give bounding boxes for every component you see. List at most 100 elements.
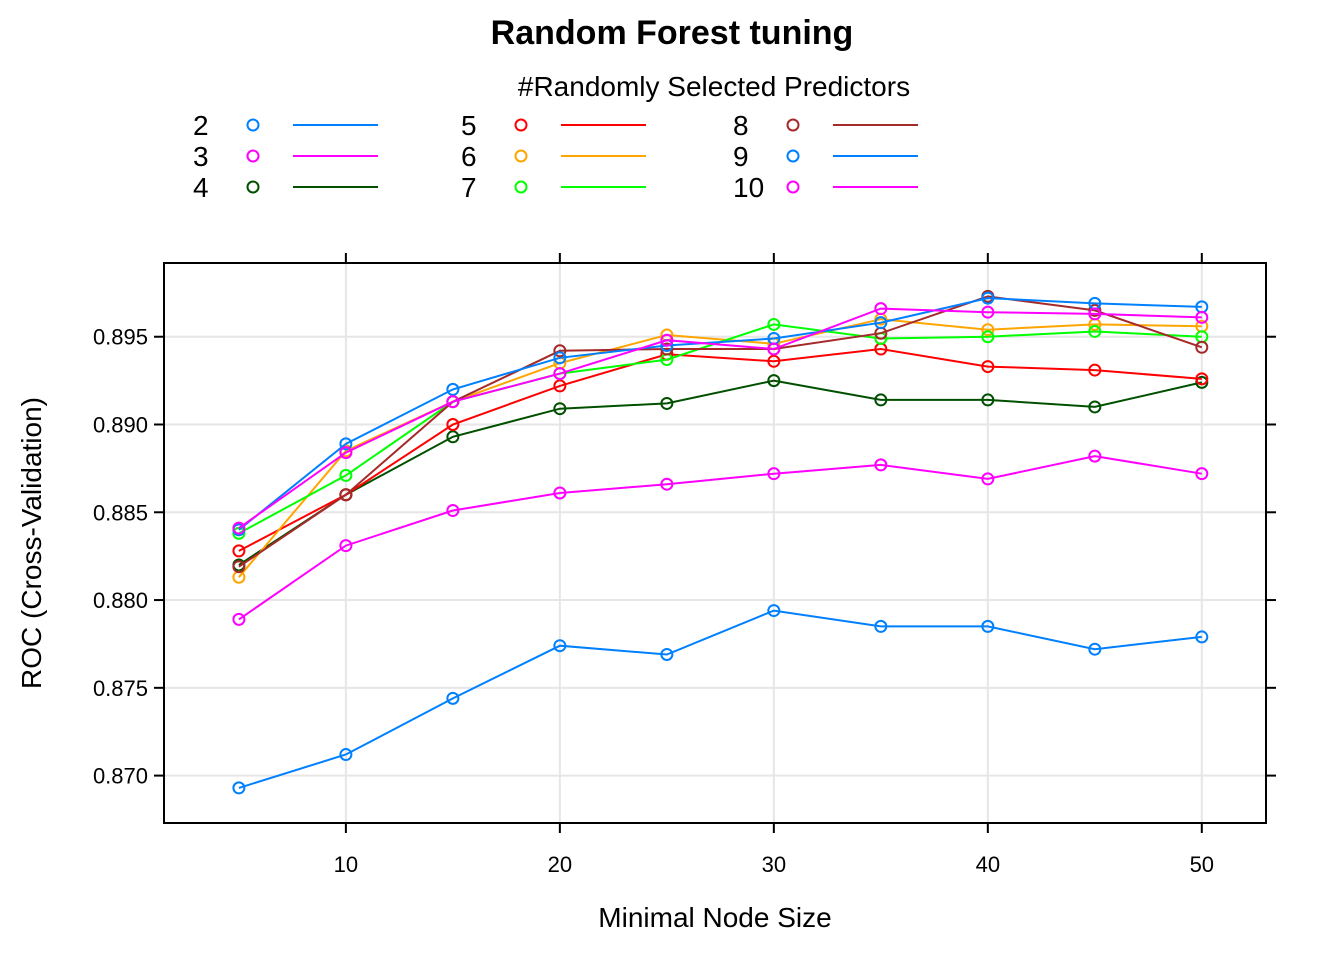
legend-point-swatch <box>246 149 260 163</box>
data-point <box>232 612 246 626</box>
series-9 <box>232 291 1209 537</box>
series-3 <box>232 449 1209 626</box>
data-point <box>874 458 888 472</box>
legend-label: 6 <box>461 141 477 172</box>
y-tick-label: 0.870 <box>93 764 148 789</box>
data-point <box>767 354 781 368</box>
data-point <box>981 472 995 486</box>
y-tick-label: 0.880 <box>93 588 148 613</box>
x-tick-label: 50 <box>1190 852 1214 877</box>
legend-title: #Randomly Selected Predictors <box>518 71 910 102</box>
data-point <box>874 619 888 633</box>
legend-item-8: 8 <box>733 110 918 141</box>
data-point <box>339 488 353 502</box>
data-point <box>1088 449 1102 463</box>
series-line <box>238 295 1203 568</box>
legend-label: 3 <box>193 141 209 172</box>
data-point <box>1088 307 1102 321</box>
legend-point-swatch <box>786 149 800 163</box>
data-point <box>339 446 353 460</box>
data-point <box>232 781 246 795</box>
data-point <box>1088 400 1102 414</box>
data-point <box>1195 630 1209 644</box>
data-point <box>981 330 995 344</box>
y-tick-label: 0.875 <box>93 676 148 701</box>
data-point <box>1195 310 1209 324</box>
data-point <box>553 351 567 365</box>
data-point <box>981 393 995 407</box>
plot-frame <box>163 262 1267 824</box>
legend-label: 7 <box>461 172 477 203</box>
data-point <box>553 486 567 500</box>
data-point <box>1195 467 1209 481</box>
legend-point-swatch <box>246 118 260 132</box>
x-tick-label: 20 <box>548 852 572 877</box>
data-point <box>1088 642 1102 656</box>
data-point <box>553 367 567 381</box>
data-point <box>446 430 460 444</box>
y-tick-label: 0.895 <box>93 325 148 350</box>
y-tick-label: 0.890 <box>93 413 148 438</box>
data-point <box>339 468 353 482</box>
data-point <box>981 291 995 305</box>
data-point <box>553 344 567 358</box>
legend-label: 4 <box>193 172 209 203</box>
data-point <box>232 560 246 574</box>
series-10 <box>232 302 1209 535</box>
series-line <box>238 297 1202 531</box>
data-point <box>1195 340 1209 354</box>
data-point <box>660 342 674 356</box>
data-point <box>660 396 674 410</box>
data-point <box>553 639 567 653</box>
legend-point-swatch <box>514 149 528 163</box>
series-line <box>238 379 1203 566</box>
series-2 <box>232 604 1209 795</box>
y-tick-label: 0.885 <box>93 500 148 525</box>
data-point <box>767 604 781 618</box>
series-line <box>238 323 1202 535</box>
series-line <box>238 609 1202 789</box>
x-axis-label: Minimal Node Size <box>598 902 831 933</box>
data-point <box>446 504 460 518</box>
data-point <box>446 418 460 432</box>
legend-label: 10 <box>733 172 764 203</box>
data-point <box>232 544 246 558</box>
legend-item-7: 7 <box>461 172 646 203</box>
data-point <box>874 316 888 330</box>
axes: 10 20 30 40 50 0.870 0.875 0.880 0.885 0.890 0.895 <box>93 253 1276 877</box>
legend-point-swatch <box>514 118 528 132</box>
data-point <box>981 360 995 374</box>
series-line <box>238 307 1202 529</box>
data-point <box>232 521 246 535</box>
legend-label: 2 <box>193 110 209 141</box>
data-point <box>1195 375 1209 389</box>
data-point <box>1195 372 1209 386</box>
legend-label: 9 <box>733 141 749 172</box>
data-point <box>446 382 460 396</box>
data-point <box>553 379 567 393</box>
grid <box>164 263 1266 823</box>
data-point <box>446 691 460 705</box>
data-point <box>981 305 995 319</box>
y-axis-label: ROC (Cross-Validation) <box>16 397 47 689</box>
data-point <box>981 619 995 633</box>
legend-item-3: 3 <box>193 141 378 172</box>
data-point <box>232 570 246 584</box>
data-point <box>1088 363 1102 377</box>
legend-point-swatch <box>246 180 260 194</box>
legend-point-swatch <box>786 118 800 132</box>
data-point <box>1088 303 1102 317</box>
legend-item-9: 9 <box>733 141 918 172</box>
legend-point-swatch <box>514 180 528 194</box>
legend-item-5: 5 <box>461 110 646 141</box>
data-point <box>339 748 353 762</box>
legend-item-10: 10 <box>733 172 918 203</box>
data-point <box>339 437 353 451</box>
legend-point-swatch <box>786 180 800 194</box>
data-point <box>660 333 674 347</box>
data-point <box>767 374 781 388</box>
data-point <box>767 342 781 356</box>
data-point <box>660 477 674 491</box>
data-point <box>874 302 888 316</box>
